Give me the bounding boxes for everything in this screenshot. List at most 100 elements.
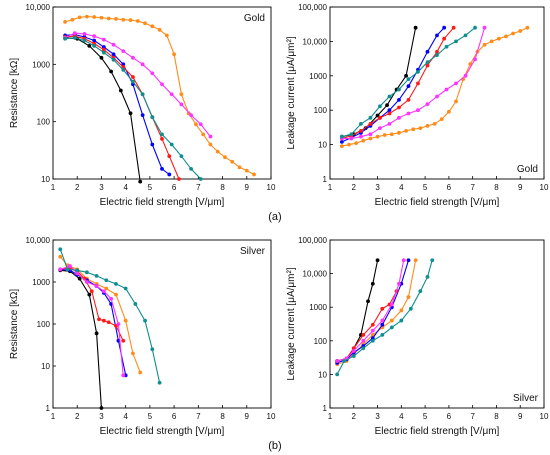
data-point xyxy=(418,126,423,131)
data-point xyxy=(399,308,404,313)
x-axis-title: Electric field strength [V/μm] xyxy=(100,426,225,437)
data-point xyxy=(339,139,344,144)
chart-silver-leakage: 1 2 3 4 5 6 7 8 9 10 1 10 100 1000 10,000 100,000 Electr… xyxy=(286,236,549,437)
series-4 xyxy=(63,31,213,139)
data-point xyxy=(418,289,423,294)
data-point xyxy=(399,318,404,323)
data-point xyxy=(114,282,118,286)
series-1 xyxy=(339,25,530,149)
data-point xyxy=(454,81,458,86)
series-line xyxy=(59,249,161,383)
data-point xyxy=(397,87,401,92)
x-tick-label: 3 xyxy=(99,183,104,192)
y-tick-label: 10,000 xyxy=(26,236,51,245)
data-point xyxy=(425,60,430,65)
data-point xyxy=(150,347,155,352)
data-point xyxy=(157,380,162,385)
data-point xyxy=(432,121,437,126)
data-point xyxy=(413,258,418,263)
data-point xyxy=(58,247,63,252)
series-1 xyxy=(58,254,143,375)
x-tick-label: 8 xyxy=(494,183,499,192)
data-point xyxy=(87,43,92,48)
data-point xyxy=(72,35,77,40)
x-tick-label: 9 xyxy=(245,183,250,192)
data-point xyxy=(375,134,380,139)
series-4 xyxy=(58,264,126,378)
series-line xyxy=(60,267,124,341)
data-point xyxy=(140,113,145,118)
data-point xyxy=(92,38,97,43)
series-1 xyxy=(335,258,418,367)
x-axis-title: Electric field strength [V/μm] xyxy=(375,197,500,208)
data-point xyxy=(101,50,106,55)
x-tick-label: 3 xyxy=(375,183,380,192)
panel-label-a: (a) xyxy=(268,211,281,223)
series-1 xyxy=(63,14,256,177)
data-point xyxy=(85,280,89,284)
data-point xyxy=(397,281,401,286)
data-point xyxy=(442,36,447,41)
data-point xyxy=(77,15,82,20)
data-point xyxy=(397,115,401,120)
data-point xyxy=(361,138,366,143)
series-line xyxy=(336,260,379,362)
data-point xyxy=(454,39,458,44)
data-point xyxy=(361,346,366,351)
y-axis-title: Leakage current [μA/μm²] xyxy=(286,36,297,149)
data-point xyxy=(351,354,356,359)
data-point xyxy=(359,121,363,126)
data-point xyxy=(244,168,249,173)
series-2 xyxy=(335,258,411,365)
data-point xyxy=(389,318,394,323)
y-tick-label: 10 xyxy=(318,370,327,379)
data-point xyxy=(75,268,80,273)
data-point xyxy=(446,109,451,114)
data-point xyxy=(164,33,169,38)
data-point xyxy=(416,69,420,74)
y-tick-label: 100 xyxy=(314,337,328,346)
data-point xyxy=(368,115,373,120)
series-line xyxy=(336,260,410,364)
data-point xyxy=(368,132,373,137)
data-point xyxy=(252,172,256,177)
series-line xyxy=(341,27,528,147)
data-point xyxy=(94,284,99,288)
material-annotation: Gold xyxy=(517,164,538,175)
data-point xyxy=(99,406,104,410)
data-point xyxy=(68,264,72,268)
data-point xyxy=(370,328,375,333)
data-point xyxy=(435,53,439,57)
data-point xyxy=(131,79,135,84)
y-axis-title: Resistance [kΩ] xyxy=(9,289,20,360)
data-point xyxy=(387,111,392,116)
data-point xyxy=(361,338,366,343)
data-point xyxy=(439,117,444,122)
x-tick-label: 1 xyxy=(51,183,56,192)
x-tick-label: 7 xyxy=(470,183,475,192)
y-tick-label: 100 xyxy=(37,118,51,127)
data-point xyxy=(101,289,106,294)
series-3 xyxy=(58,265,126,343)
data-point xyxy=(366,299,370,304)
material-annotation: Gold xyxy=(244,13,265,24)
data-point xyxy=(425,102,430,107)
y-tick-label: 1000 xyxy=(32,278,50,287)
data-point xyxy=(454,99,458,104)
series-5 xyxy=(63,35,203,181)
x-tick-label: 7 xyxy=(470,412,475,421)
data-point xyxy=(354,141,359,146)
data-point xyxy=(94,331,99,336)
data-point xyxy=(160,132,164,137)
chart-gold-leakage: 1 2 3 4 5 6 7 8 9 10 1 10 100 1000 10,000 100,000 Electr… xyxy=(286,3,549,208)
data-point xyxy=(104,286,109,291)
data-point xyxy=(143,21,147,26)
data-point xyxy=(150,142,155,147)
data-point xyxy=(150,115,155,120)
data-point xyxy=(347,142,351,147)
data-point xyxy=(201,132,206,137)
data-point xyxy=(406,295,411,299)
data-point xyxy=(123,318,128,323)
data-point xyxy=(177,177,181,181)
